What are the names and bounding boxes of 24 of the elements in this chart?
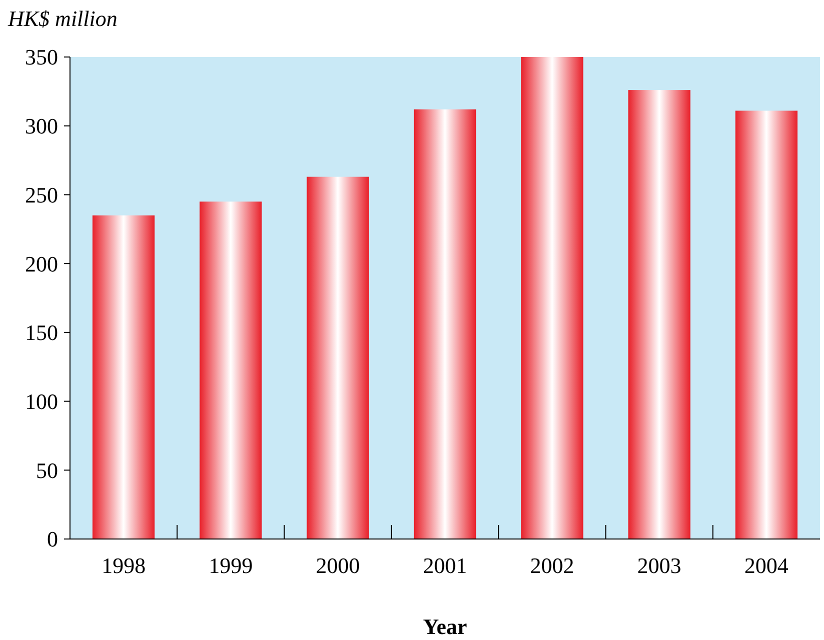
y-tick-label: 200 [25,251,58,276]
x-axis-title: Year [423,614,468,639]
y-tick-label: 0 [47,526,58,552]
y-tick-label: 150 [25,320,58,346]
y-tick-label: 350 [25,44,58,70]
x-tick-label: 2003 [637,553,682,578]
y-tick-label: 50 [36,458,58,483]
x-tick-label: 2004 [744,553,788,578]
y-tick-label: 100 [25,388,58,414]
bar [92,215,155,539]
bar [200,202,262,539]
bar [306,176,369,539]
y-axis-title: HK$ million [7,6,118,31]
bar [628,90,690,539]
y-tick-label: 300 [25,114,58,139]
y-tick-label: 250 [25,182,58,208]
bar [521,57,584,539]
x-tick-label: 1998 [102,553,146,578]
x-tick-label: 1999 [208,553,253,578]
x-tick-label: 2002 [530,553,574,578]
x-tick-label: 2000 [316,553,360,578]
bar [735,110,798,539]
bar [414,109,476,539]
x-tick-label: 2001 [423,553,467,578]
